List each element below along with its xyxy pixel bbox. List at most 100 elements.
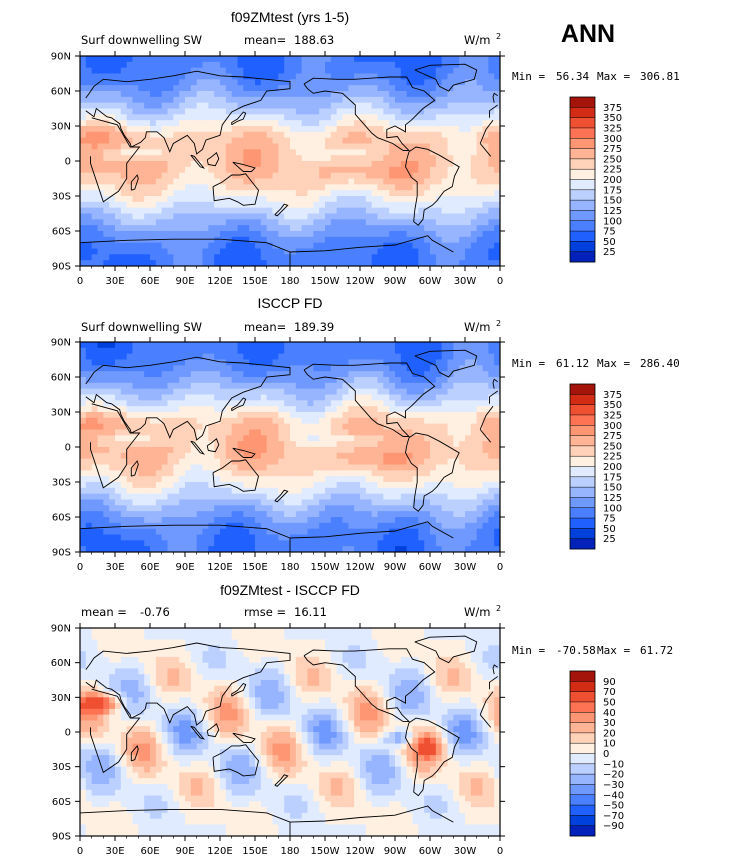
field-cell [290,377,297,384]
field-cell [272,400,279,407]
field-cell [418,166,425,174]
field-cell [196,161,204,168]
field-cell [179,201,186,209]
field-cell [115,394,122,401]
field-cell [354,493,361,501]
field-cell [85,190,93,197]
field-cell [488,417,495,425]
field-cell [406,131,414,139]
field-cell [400,417,408,425]
field-cell [418,149,425,156]
field-cell [237,201,244,209]
field-cell [365,511,373,518]
field-cell [173,67,180,75]
field-cell [465,61,472,69]
field-cell [144,231,151,238]
field-cell [103,85,110,92]
field-cell [91,137,99,145]
field-cell [260,108,268,115]
field-cell [103,73,110,80]
field-cell [173,493,180,501]
field-cell [470,149,478,156]
field-cell [272,417,279,425]
field-cell [144,108,151,115]
x-tick-label: 150E [242,276,267,287]
field-cell [336,458,344,466]
field-cell [465,149,472,156]
field-cell [342,143,349,150]
field-cell [284,388,291,396]
field-cell [91,248,99,255]
field-cell [220,458,227,466]
field-cell [132,447,139,454]
field-cell [470,219,478,226]
field-cell [144,517,151,524]
field-cell [272,371,279,378]
field-cell [237,505,244,512]
field-cell [295,254,303,261]
field-cell [435,225,443,232]
field-cell [360,131,367,139]
field-cell [220,201,227,209]
field-cell [272,155,279,162]
field-cell [272,149,279,156]
field-cell [214,225,221,232]
field-cell [360,388,367,396]
field-cell [459,353,466,361]
field-cell [214,102,221,110]
field-cell [266,225,274,232]
field-cell [243,96,250,104]
field-cell [482,108,489,115]
field-cell [272,143,279,150]
max-label: Max = [597,70,630,83]
field-cell [115,114,122,121]
field-cell [406,371,414,378]
field-cell [365,120,373,127]
field-cell [132,120,139,127]
field-cell [348,447,355,454]
field-cell [266,482,274,489]
field-cell [249,102,256,110]
field-cell [231,452,239,460]
field-cell [301,429,309,436]
field-cell [377,201,384,209]
field-cell [301,184,309,191]
field-cell [255,219,262,226]
field-cell [173,447,180,454]
field-cell [348,371,355,378]
field-cell [260,114,268,121]
field-cell [120,400,128,407]
field-cell [470,441,478,448]
field-cell [383,371,390,378]
field-cell [284,96,291,104]
field-cell [360,429,367,436]
field-cell [266,394,274,401]
field-cell [330,79,338,86]
field-cell [132,61,139,69]
field-cell [85,505,93,512]
field-cell [126,377,134,384]
field-cell [348,143,355,150]
field-cell [255,231,262,238]
field-cell [109,219,116,226]
field-cell [348,365,355,372]
field-cell [80,423,87,431]
field-cell [173,429,180,436]
field-cell [185,143,192,150]
field-cell [342,447,349,454]
field-cell [85,219,93,226]
field-cell [348,236,355,244]
field-cell [80,172,87,180]
field-cell [255,225,262,232]
field-cell [418,505,425,512]
field-cell [459,231,466,238]
field-cell [313,447,320,454]
field-cell [441,429,449,436]
field-cell [132,412,139,419]
field-cell [97,388,104,396]
field-cell [348,441,355,448]
colorbar-swatch [570,231,595,242]
field-cell [115,371,122,378]
field-cell [179,184,186,191]
